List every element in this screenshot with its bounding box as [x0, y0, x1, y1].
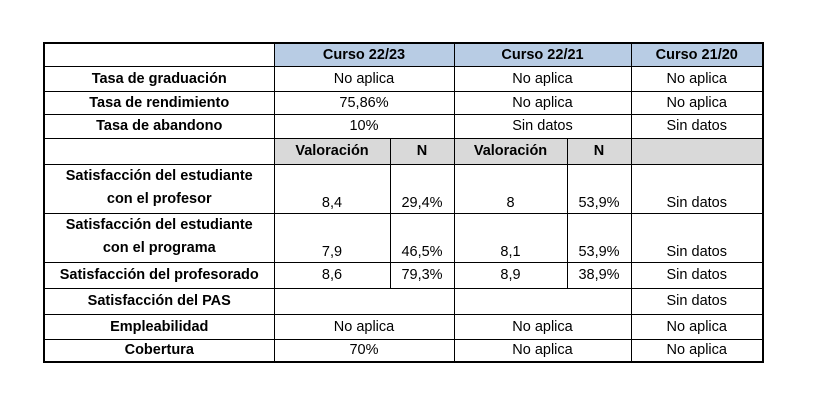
cell-cobertura-21-20: No aplica	[630, 338, 764, 363]
label-tasa-graduacion: Tasa de graduación	[43, 65, 275, 92]
cell-abandono-22-23: 10%	[273, 113, 455, 139]
cell-sat-profesorado-n-22-23: 79,3%	[389, 261, 455, 289]
header-curso-22-23: Curso 22/23	[273, 42, 455, 67]
cell-graduacion-22-21: No aplica	[453, 65, 632, 92]
cell-sat-profesor-21-20: Sin datos	[630, 163, 764, 214]
label-satisfaccion-profesorado: Satisfacción del profesorado	[43, 261, 275, 289]
label-line-2: con el programa	[102, 239, 216, 256]
row-satisfaccion-estudiante-profesor: Satisfacción del estudiante con el profe…	[43, 163, 764, 214]
row-tasa-abandono: Tasa de abandono 10% Sin datos Sin datos	[43, 113, 764, 139]
cell-cobertura-22-21: No aplica	[453, 338, 632, 363]
subheader-corner-cell	[43, 137, 275, 165]
subheader-valoracion-22-23: Valoración	[273, 137, 391, 165]
subheader-row: Valoración N Valoración N	[43, 137, 764, 165]
label-empleabilidad: Empleabilidad	[43, 313, 275, 340]
subheader-n-22-21: N	[566, 137, 632, 165]
row-tasa-graduacion: Tasa de graduación No aplica No aplica N…	[43, 65, 764, 92]
cell-sat-profesor-n-22-21: 53,9%	[566, 163, 632, 214]
cell-sat-profesorado-valoracion-22-23: 8,6	[273, 261, 391, 289]
label-line-1: Satisfacción del estudiante	[65, 216, 253, 233]
header-row: Curso 22/23 Curso 22/21 Curso 21/20	[43, 42, 764, 67]
row-cobertura: Cobertura 70% No aplica No aplica	[43, 338, 764, 363]
label-satisfaccion-estudiante-profesor: Satisfacción del estudiante con el profe…	[43, 163, 275, 214]
cell-sat-profesor-valoracion-22-21: 8	[453, 163, 568, 214]
cell-pas-21-20: Sin datos	[630, 287, 764, 315]
cell-abandono-22-21: Sin datos	[453, 113, 632, 139]
cell-sat-profesorado-valoracion-22-21: 8,9	[453, 261, 568, 289]
cell-sat-programa-valoracion-22-23: 7,9	[273, 212, 391, 263]
label-tasa-abandono: Tasa de abandono	[43, 113, 275, 139]
label-tasa-rendimiento: Tasa de rendimiento	[43, 90, 275, 115]
subheader-empty-21-20	[630, 137, 764, 165]
label-line-2: con el profesor	[106, 190, 212, 207]
subheader-valoracion-22-21: Valoración	[453, 137, 568, 165]
row-satisfaccion-pas: Satisfacción del PAS Sin datos	[43, 287, 764, 315]
cell-abandono-21-20: Sin datos	[630, 113, 764, 139]
cell-sat-programa-21-20: Sin datos	[630, 212, 764, 263]
label-satisfaccion-pas: Satisfacción del PAS	[43, 287, 275, 315]
label-line-1: Satisfacción del estudiante	[65, 167, 253, 184]
cell-rendimiento-21-20: No aplica	[630, 90, 764, 115]
cell-rendimiento-22-23: 75,86%	[273, 90, 455, 115]
cell-sat-programa-valoracion-22-21: 8,1	[453, 212, 568, 263]
cell-empleabilidad-22-23: No aplica	[273, 313, 455, 340]
cell-sat-profesorado-n-22-21: 38,9%	[566, 261, 632, 289]
cell-sat-profesor-n-22-23: 29,4%	[389, 163, 455, 214]
cell-pas-22-23	[273, 287, 455, 315]
row-empleabilidad: Empleabilidad No aplica No aplica No apl…	[43, 313, 764, 340]
corner-cell	[43, 42, 275, 67]
cell-sat-programa-n-22-23: 46,5%	[389, 212, 455, 263]
cell-sat-programa-n-22-21: 53,9%	[566, 212, 632, 263]
row-tasa-rendimiento: Tasa de rendimiento 75,86% No aplica No …	[43, 90, 764, 115]
cell-sat-profesorado-21-20: Sin datos	[630, 261, 764, 289]
cell-graduacion-22-23: No aplica	[273, 65, 455, 92]
label-satisfaccion-estudiante-programa: Satisfacción del estudiante con el progr…	[43, 212, 275, 263]
cell-rendimiento-22-21: No aplica	[453, 90, 632, 115]
cell-empleabilidad-21-20: No aplica	[630, 313, 764, 340]
header-curso-21-20: Curso 21/20	[630, 42, 764, 67]
cell-empleabilidad-22-21: No aplica	[453, 313, 632, 340]
cell-sat-profesor-valoracion-22-23: 8,4	[273, 163, 391, 214]
label-cobertura: Cobertura	[43, 338, 275, 363]
course-metrics-table: Curso 22/23 Curso 22/21 Curso 21/20 Tasa…	[43, 42, 764, 363]
row-satisfaccion-profesorado: Satisfacción del profesorado 8,6 79,3% 8…	[43, 261, 764, 289]
cell-cobertura-22-23: 70%	[273, 338, 455, 363]
subheader-n-22-23: N	[389, 137, 455, 165]
cell-pas-22-21	[453, 287, 632, 315]
cell-graduacion-21-20: No aplica	[630, 65, 764, 92]
row-satisfaccion-estudiante-programa: Satisfacción del estudiante con el progr…	[43, 212, 764, 263]
header-curso-22-21: Curso 22/21	[453, 42, 632, 67]
